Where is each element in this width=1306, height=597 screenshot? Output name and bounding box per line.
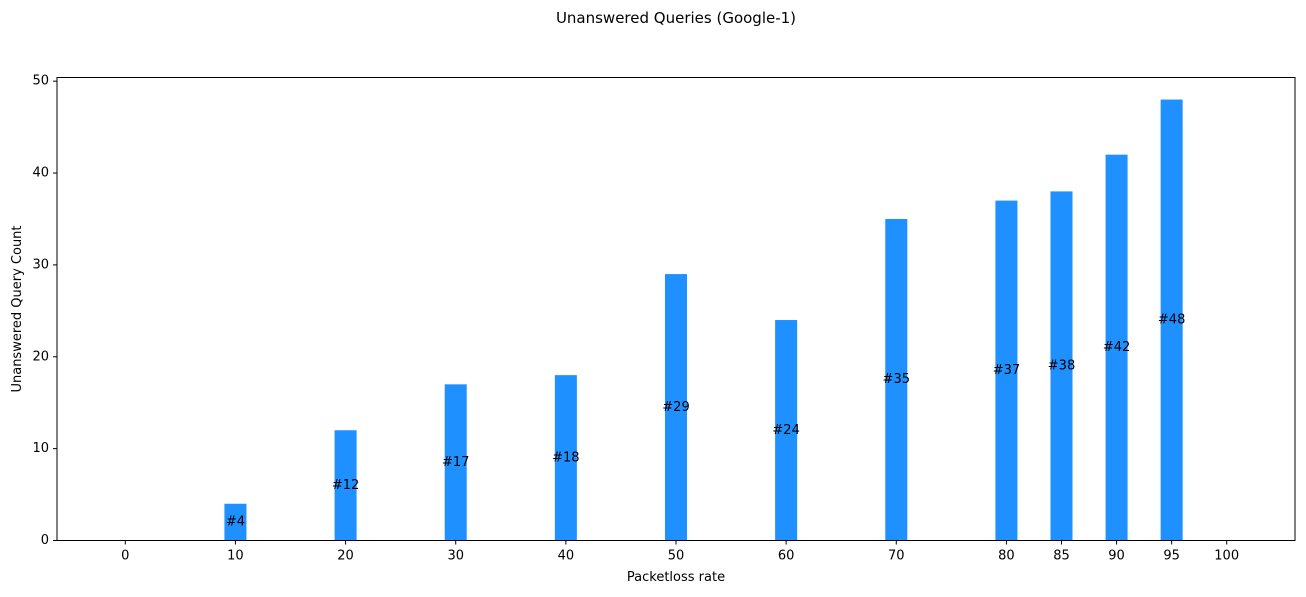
chart-title: Unanswered Queries (Google-1) bbox=[556, 9, 796, 27]
bar bbox=[334, 430, 357, 541]
bar-data-label: #42 bbox=[1103, 340, 1130, 355]
x-tick-label: 60 bbox=[778, 549, 795, 564]
bar-data-label: #29 bbox=[662, 400, 689, 415]
bar-data-label: #17 bbox=[442, 455, 469, 470]
bar-data-label: #37 bbox=[993, 363, 1020, 378]
bar bbox=[554, 375, 577, 541]
plot-frame bbox=[56, 77, 1296, 541]
x-tick-label: 40 bbox=[558, 549, 575, 564]
y-axis-ticks: 0 10 20 30 40 50 bbox=[32, 74, 57, 548]
bar bbox=[444, 384, 467, 541]
y-tick-label: 0 bbox=[41, 533, 49, 548]
x-axis-ticks: 0 10 20 30 40 50 60 70 80 85 90 95 100 bbox=[121, 540, 1239, 564]
y-tick-label: 50 bbox=[32, 74, 49, 89]
bar bbox=[1105, 154, 1128, 541]
x-tick-label: 0 bbox=[121, 549, 129, 564]
x-tick-label: 20 bbox=[337, 549, 354, 564]
bar-data-label: #18 bbox=[552, 450, 579, 465]
x-tick-label: 100 bbox=[1214, 549, 1239, 564]
x-tick-label: 10 bbox=[227, 549, 244, 564]
bar bbox=[995, 200, 1018, 541]
bar-data-label: #12 bbox=[332, 478, 359, 493]
y-tick-label: 40 bbox=[32, 166, 49, 181]
bar bbox=[1160, 99, 1183, 541]
bar bbox=[664, 274, 688, 541]
bar-data-label: #35 bbox=[883, 372, 910, 387]
bar bbox=[775, 320, 798, 541]
bar bbox=[224, 503, 247, 541]
x-axis-label: Packetloss rate bbox=[627, 570, 725, 585]
y-tick-label: 10 bbox=[32, 441, 49, 456]
x-tick-label: 95 bbox=[1163, 549, 1180, 564]
x-tick-label: 50 bbox=[668, 549, 685, 564]
bar bbox=[1050, 191, 1073, 541]
x-tick-label: 80 bbox=[998, 549, 1015, 564]
bars-layer bbox=[224, 99, 1183, 541]
bar-labels-layer: #4 #12 #17 #18 #29 #24 #35 #37 #38 #42 #48 bbox=[226, 313, 1186, 530]
bar-data-label: #4 bbox=[226, 515, 245, 530]
y-axis-label: Unanswered Query Count bbox=[10, 225, 25, 392]
bar bbox=[885, 218, 908, 541]
y-tick-label: 20 bbox=[32, 349, 49, 364]
x-tick-label: 90 bbox=[1108, 549, 1125, 564]
x-tick-label: 70 bbox=[888, 549, 905, 564]
y-tick-label: 30 bbox=[32, 257, 49, 272]
bar-data-label: #38 bbox=[1048, 358, 1075, 373]
bar-data-label: #24 bbox=[772, 423, 799, 438]
x-tick-label: 85 bbox=[1053, 549, 1070, 564]
x-tick-label: 30 bbox=[447, 549, 464, 564]
bar-data-label: #48 bbox=[1158, 313, 1185, 328]
